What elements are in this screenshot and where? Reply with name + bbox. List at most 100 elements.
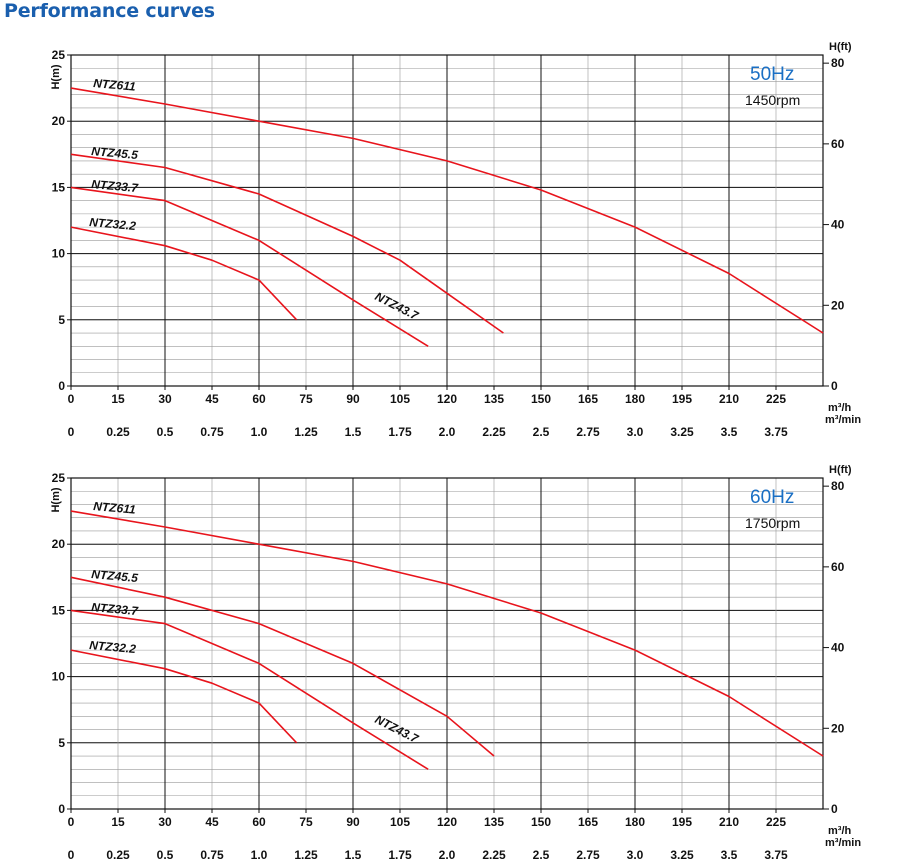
x-tick-label: 45 <box>205 392 219 406</box>
x-tick-label: 225 <box>766 815 786 829</box>
x2-tick-label: 3.25 <box>670 848 694 862</box>
series-line <box>70 226 298 321</box>
series-label: NTZ45.5 <box>91 567 139 585</box>
x2-tick-label: 3.0 <box>627 425 644 439</box>
x2-tick-label: 3.5 <box>721 425 738 439</box>
x2-tick-label: 2.75 <box>576 425 600 439</box>
x2-tick-label: 1.0 <box>251 848 268 862</box>
x2-tick-label: 0.5 <box>157 425 174 439</box>
x-tick-label: 0 <box>68 815 75 829</box>
x-tick-label: 180 <box>625 815 645 829</box>
y2-tick-label: 80 <box>831 56 845 70</box>
x2-tick-label: 0.5 <box>157 848 174 862</box>
performance-chart-60hz: 0 5 10 15 20 25 H(m) 0 20 40 60 80 H(ft) 0 15 30 45 60 75 9… <box>50 464 861 862</box>
y-tick-label: 20 <box>52 114 66 128</box>
speed-label: 1750rpm <box>745 515 800 531</box>
series-line <box>70 609 429 770</box>
series-label: NTZ33.7 <box>91 600 140 618</box>
series-line <box>70 576 495 757</box>
series-group <box>70 87 824 347</box>
y-tick-label: 10 <box>52 670 66 684</box>
y-tick-label: 20 <box>52 537 66 551</box>
page-title: Performance curves <box>4 0 215 22</box>
y2-tick-label: 60 <box>831 137 845 151</box>
x2-tick-label: 3.25 <box>670 425 694 439</box>
grid <box>71 54 823 387</box>
x-tick-label: 90 <box>346 815 360 829</box>
x-tick-label: 15 <box>111 392 125 406</box>
x-tick-label: 30 <box>158 815 172 829</box>
series-label: NTZ611 <box>93 76 137 94</box>
performance-chart-50hz: 0 5 10 15 20 25 H(m) 0 20 40 60 80 H(ft) 0 15 30 45 60 75 9… <box>50 41 861 439</box>
x2-tick-label: 0.25 <box>106 848 130 862</box>
series-line <box>70 649 298 744</box>
y-tick-label: 25 <box>52 471 66 485</box>
x-tick-label: 210 <box>719 815 739 829</box>
x-tick-label: 135 <box>484 815 504 829</box>
x-tick-label: 120 <box>437 815 457 829</box>
x-tick-label: 135 <box>484 392 504 406</box>
x2-tick-label: 2.5 <box>533 848 550 862</box>
x-axis-label: m³/h <box>828 825 852 837</box>
series-line <box>70 153 504 334</box>
x2-tick-label: 1.75 <box>388 425 412 439</box>
x2-tick-label: 2.0 <box>439 848 456 862</box>
y-tick-label: 5 <box>58 313 65 327</box>
x2-tick-label: 2.5 <box>533 425 550 439</box>
x2-tick-label: 0.75 <box>200 425 224 439</box>
speed-label: 1450rpm <box>745 92 800 108</box>
x-tick-label: 60 <box>252 392 266 406</box>
x-tick-label: 195 <box>672 815 692 829</box>
y-tick-label: 15 <box>52 603 66 617</box>
series-label: NTZ32.2 <box>89 638 137 656</box>
x2-tick-label: 0.25 <box>106 425 130 439</box>
series-label: NTZ32.2 <box>89 215 137 233</box>
x2-tick-label: 1.5 <box>345 425 362 439</box>
x-tick-label: 30 <box>158 392 172 406</box>
x-tick-label: 150 <box>531 815 551 829</box>
y2-tick-label: 0 <box>831 379 838 393</box>
y-tick-label: 5 <box>58 736 65 750</box>
y-tick-label: 0 <box>58 379 65 393</box>
y-tick-label: 10 <box>52 247 66 261</box>
series-label: NTZ611 <box>93 499 137 517</box>
x2-tick-label: 1.5 <box>345 848 362 862</box>
y2-tick-label: 40 <box>831 641 845 655</box>
x-axis-label: m³/h <box>828 402 852 414</box>
x-tick-label: 150 <box>531 392 551 406</box>
x-tick-label: 120 <box>437 392 457 406</box>
series-line <box>70 87 824 334</box>
series-group <box>70 510 824 770</box>
x-tick-label: 210 <box>719 392 739 406</box>
x2-tick-label: 2.75 <box>576 848 600 862</box>
x-tick-label: 90 <box>346 392 360 406</box>
x-tick-label: 195 <box>672 392 692 406</box>
x2-tick-label: 2.0 <box>439 425 456 439</box>
x-tick-label: 0 <box>68 392 75 406</box>
frequency-label: 60Hz <box>750 487 794 508</box>
x2-tick-label: 1.0 <box>251 425 268 439</box>
x-tick-label: 105 <box>390 392 410 406</box>
x-tick-label: 180 <box>625 392 645 406</box>
y2-tick-label: 20 <box>831 298 845 312</box>
series-label: NTZ33.7 <box>91 177 140 195</box>
y-axis-label: H(m) <box>50 64 62 89</box>
y-tick-label: 15 <box>52 180 66 194</box>
x2-tick-label: 1.25 <box>294 848 318 862</box>
x-tick-label: 75 <box>299 815 313 829</box>
x-tick-label: 105 <box>390 815 410 829</box>
series-label: NTZ45.5 <box>91 144 139 162</box>
x-tick-label: 45 <box>205 815 219 829</box>
x-tick-label: 15 <box>111 815 125 829</box>
x2-tick-label: 3.75 <box>764 848 788 862</box>
y2-axis-label: H(ft) <box>829 464 852 476</box>
y2-tick-label: 40 <box>831 218 845 232</box>
x-tick-label: 165 <box>578 392 598 406</box>
y2-tick-label: 80 <box>831 479 845 493</box>
y-tick-label: 25 <box>52 48 66 62</box>
y2-tick-label: 20 <box>831 721 845 735</box>
x-tick-label: 75 <box>299 392 313 406</box>
x2-tick-label: 3.75 <box>764 425 788 439</box>
x2-tick-label: 1.25 <box>294 425 318 439</box>
x-tick-label: 225 <box>766 392 786 406</box>
